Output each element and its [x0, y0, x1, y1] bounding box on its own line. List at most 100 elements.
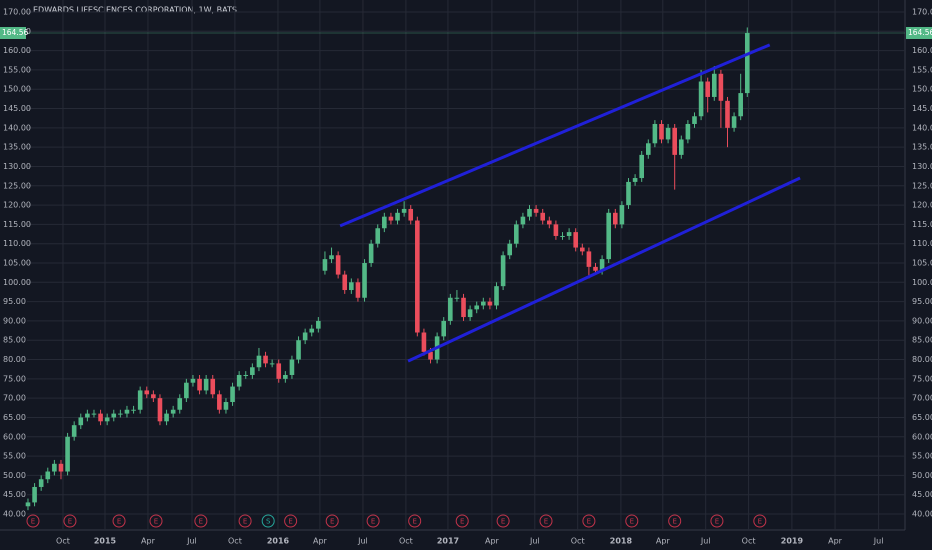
candle-body: [217, 394, 222, 410]
y-tick-label: 110.00: [3, 239, 31, 248]
candle-body: [441, 320, 447, 337]
y-tick-label: 120.00: [912, 201, 932, 210]
event-marker: [668, 514, 682, 528]
candle-body: [157, 398, 163, 422]
y-tick-label: 160.00: [3, 46, 31, 55]
y-tick-label: 40.00: [912, 510, 932, 519]
candle-body: [659, 123, 664, 140]
candle-body: [553, 224, 559, 236]
candle-body: [401, 208, 407, 213]
x-tick-label: Apr: [141, 537, 156, 546]
candle-body: [111, 413, 117, 418]
candle-body: [236, 374, 242, 387]
candle-body: [711, 73, 717, 97]
y-tick-label: 65.00: [912, 413, 932, 422]
candle-body: [349, 282, 354, 291]
candle-body: [250, 367, 255, 375]
candle-body: [335, 255, 341, 275]
event-label: E: [587, 518, 591, 526]
last-price-box: [0, 27, 26, 40]
candle-body: [408, 208, 414, 221]
y-tick-label: 75.00: [912, 374, 932, 383]
candle-body: [599, 259, 605, 271]
candle-body: [665, 127, 671, 140]
candle-body: [540, 212, 546, 221]
y-tick-label: 70.00: [912, 394, 932, 403]
candle-body: [98, 413, 103, 422]
x-tick-label: Jul: [529, 537, 540, 546]
y-tick-label: 40.00: [3, 510, 26, 519]
event-marker: [582, 514, 596, 528]
candle-body: [645, 143, 651, 155]
candle-body: [118, 413, 123, 415]
candle-body: [124, 409, 130, 414]
candle-body: [481, 301, 486, 306]
event-label: E: [501, 518, 505, 526]
candle-body: [428, 351, 433, 360]
candle-body: [421, 332, 427, 352]
y-tick-label: 45.00: [912, 490, 932, 499]
event-marker: [26, 514, 40, 528]
candle-body: [329, 255, 334, 260]
x-tick-label: Apr: [485, 537, 500, 546]
candle-body: [302, 332, 308, 341]
y-tick-label: 110.00: [912, 239, 932, 248]
candle-body: [547, 220, 552, 225]
candle-body: [731, 116, 737, 128]
y-tick-label: 125.00: [912, 181, 932, 190]
candle-body: [698, 81, 704, 117]
candle-body: [632, 178, 638, 182]
event-marker: [112, 514, 126, 528]
candle-body: [309, 328, 315, 333]
y-tick-label: 125.00: [3, 181, 31, 190]
y-tick-label: 100.00: [3, 278, 31, 287]
candle-body: [507, 243, 513, 256]
candle-body: [32, 486, 37, 503]
last-price-box: [906, 27, 932, 40]
event-marker: [238, 514, 252, 528]
candle-body: [454, 297, 460, 299]
last-price-label: 164.56: [2, 28, 28, 37]
event-marker: [455, 514, 469, 528]
event-marker: [284, 514, 298, 528]
candle-body: [619, 205, 625, 225]
y-tick-label: 150.00: [912, 85, 932, 94]
candle-body: [474, 305, 480, 310]
x-tick-label: Oct: [228, 537, 242, 546]
candle-body: [269, 363, 275, 365]
candle-body: [652, 123, 658, 144]
candle-body: [448, 297, 453, 321]
candle-body: [520, 216, 526, 225]
y-tick-label: 55.00: [912, 452, 932, 461]
x-tick-label: Jul: [357, 537, 368, 546]
y-tick-label: 140.00: [3, 123, 31, 132]
candle-body: [586, 251, 592, 267]
x-tick-label: 2017: [437, 537, 459, 546]
y-tick-label: 80.00: [912, 355, 932, 364]
candle-body: [725, 100, 730, 128]
event-marker: [710, 514, 724, 528]
candle-body: [164, 413, 169, 422]
candle-body: [487, 301, 493, 306]
candle-body: [190, 378, 196, 383]
candle-body: [52, 463, 57, 472]
x-tick-label: Oct: [56, 537, 70, 546]
x-tick-label: Oct: [742, 537, 756, 546]
event-marker: [753, 514, 767, 528]
y-tick-label: 95.00: [912, 297, 932, 306]
event-marker: [261, 514, 275, 528]
candle-body: [415, 220, 420, 333]
candle-body: [104, 417, 110, 422]
y-tick-label: 80.00: [3, 355, 26, 364]
y-tick-label: 70.00: [3, 394, 26, 403]
event-marker: [539, 514, 553, 528]
event-label: E: [288, 518, 292, 526]
event-marker: [625, 514, 639, 528]
event-label: E: [630, 518, 634, 526]
y-tick-label: 150.00: [3, 85, 31, 94]
y-tick-label: 85.00: [3, 336, 26, 345]
event-label: E: [68, 518, 72, 526]
event-marker: [366, 514, 380, 528]
candle-body: [678, 139, 684, 155]
